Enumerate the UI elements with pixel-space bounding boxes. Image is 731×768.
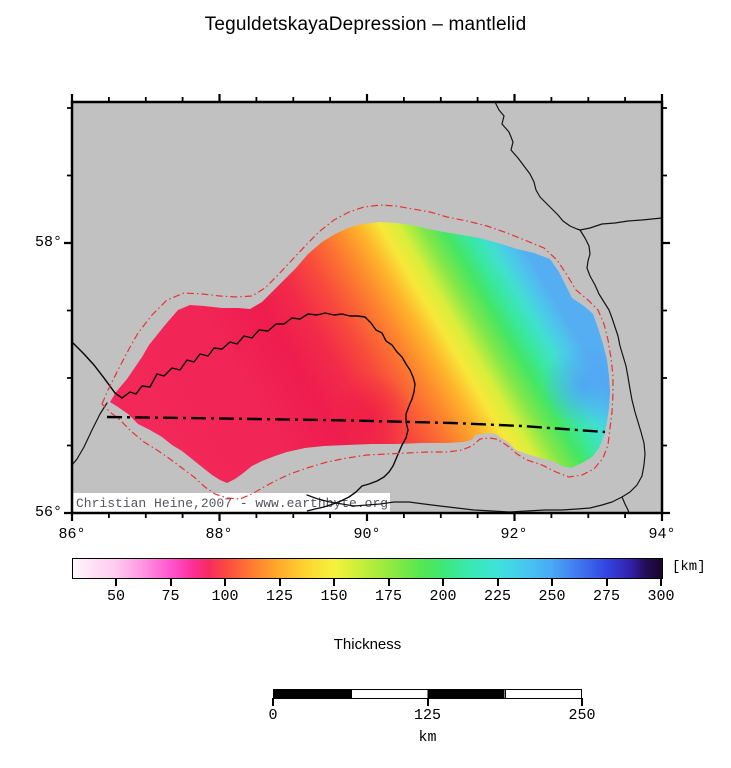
colorbar-tick-labels: 50 75 100 125 150 175 200 225 250 275 30… — [72, 588, 675, 606]
colorbar-label-75: 75 — [161, 588, 180, 605]
profile-line — [106, 415, 606, 434]
colorbar-tick-200 — [442, 579, 444, 586]
colorbar-tick-250 — [551, 579, 553, 586]
scalebar-tick-0 — [272, 698, 274, 706]
colorbar-tick-225 — [496, 579, 499, 586]
y-axis-label-58: 58° — [34, 234, 62, 251]
colorbar-tick-275 — [605, 579, 608, 586]
colorbar — [72, 558, 663, 579]
x-axis-label-90: 90° — [353, 526, 381, 543]
thickness-grid — [110, 222, 610, 483]
colorbar-ticks — [72, 579, 663, 587]
map-frame-ticks — [64, 94, 670, 521]
x-axis-label-86: 86° — [58, 526, 86, 543]
river-line-north — [494, 101, 581, 231]
river-line-southeast — [306, 229, 646, 513]
scalebar-unit-label: km — [418, 729, 437, 746]
border-line-southwest — [71, 402, 108, 466]
colorbar-label-275: 275 — [592, 588, 620, 605]
colorbar-label-175: 175 — [374, 588, 402, 605]
colorbar-label-200: 200 — [429, 588, 457, 605]
colorbar-label-100: 100 — [211, 588, 239, 605]
colorbar-tick-150 — [333, 579, 335, 586]
watermark-text: Christian Heine,2007 - www.earthbyte.org — [76, 496, 388, 511]
depression-boundary-line — [71, 312, 416, 512]
river-line-east-branch — [579, 217, 663, 231]
x-axis-label-94: 94° — [648, 526, 676, 543]
scalebar-divider-1 — [350, 689, 352, 699]
colorbar-tick-300 — [659, 579, 662, 586]
map-frame — [70, 100, 664, 515]
y-axis-label-56: 56° — [34, 504, 62, 521]
colorbar-axis-label: Thickness — [333, 636, 402, 653]
scalebar-label-0: 0 — [268, 707, 278, 724]
x-axis-label-88: 88° — [205, 526, 233, 543]
blue-anomaly-spot — [542, 343, 610, 427]
scalebar-divider-3 — [504, 689, 507, 699]
colorbar-tick-175 — [387, 579, 390, 586]
minor-ticks — [67, 97, 667, 518]
watermark-box — [73, 493, 390, 512]
scalebar-label-125: 125 — [413, 707, 441, 724]
colorbar-tick-125 — [278, 579, 281, 586]
scalebar-tick-125 — [426, 698, 429, 706]
colorbar-label-125: 125 — [265, 588, 293, 605]
colorbar-label-250: 250 — [538, 588, 566, 605]
colorbar-tick-75 — [169, 579, 172, 586]
river-line-corner — [621, 496, 630, 514]
scalebar-label-250: 250 — [568, 707, 596, 724]
colorbar-label-225: 225 — [483, 588, 511, 605]
x-axis-label-92: 92° — [500, 526, 528, 543]
map-canvas: Christian Heine,2007 - www.earthbyte.org — [64, 94, 670, 521]
grid-extent-outline — [101, 204, 614, 500]
colorbar-tick-50 — [115, 579, 117, 586]
figure-title: TeguldetskayaDepression – mantlelid — [204, 14, 527, 35]
major-ticks — [64, 94, 670, 521]
scalebar-divider-2 — [427, 689, 429, 699]
colorbar-label-50: 50 — [106, 588, 125, 605]
colorbar-label-150: 150 — [320, 588, 348, 605]
colorbar-label-300: 300 — [647, 588, 675, 605]
colorbar-unit-label: [km] — [672, 559, 706, 575]
colorbar-tick-100 — [224, 579, 226, 586]
red-anomaly-spot — [332, 372, 412, 452]
scalebar-tick-250 — [581, 698, 583, 706]
